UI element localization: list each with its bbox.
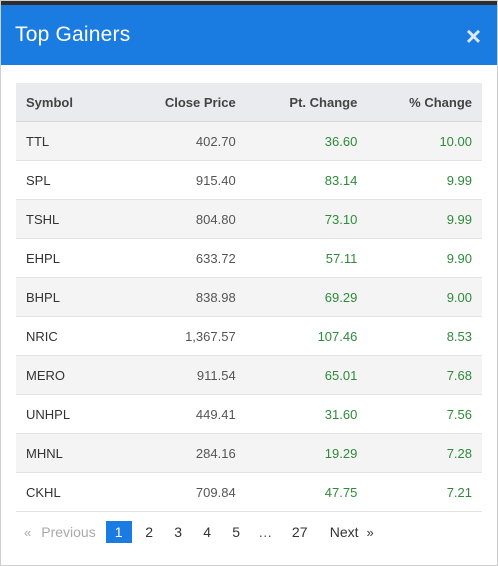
cell-pt-change: 83.14: [324, 172, 358, 188]
page-button-last[interactable]: 27: [291, 524, 308, 540]
table-row[interactable]: UNHPL 449.41 31.60 7.56: [16, 394, 482, 434]
chevron-right-icon: »: [366, 524, 374, 540]
table-body: TTL 402.70 36.60 10.00 SPL 915.40 83.14 …: [16, 121, 482, 512]
close-icon[interactable]: ×: [465, 21, 481, 51]
cell-close-price: 915.40: [195, 172, 236, 188]
cell-symbol: TSHL: [26, 211, 60, 227]
cell-symbol: UNHPL: [26, 406, 71, 422]
previous-label: Previous: [41, 524, 96, 540]
cell-symbol: TTL: [26, 133, 50, 149]
cell-pct-change: 9.00: [446, 289, 472, 305]
page-button-5[interactable]: 5: [232, 524, 241, 540]
cell-symbol: CKHL: [26, 484, 61, 500]
dialog-title: Top Gainers: [15, 23, 131, 46]
cell-close-price: 1,367.57: [185, 328, 236, 344]
cell-pt-change: 107.46: [317, 328, 358, 344]
cell-pct-change: 8.53: [446, 328, 472, 344]
page-button-2[interactable]: 2: [145, 524, 154, 540]
cell-pct-change: 10.00: [439, 133, 472, 149]
table-row[interactable]: SPL 915.40 83.14 9.99: [16, 160, 482, 200]
cell-pt-change: 47.75: [324, 484, 358, 500]
dialog-body: Symbol Close Price Pt. Change % Change T…: [1, 65, 497, 544]
gainers-table: Symbol Close Price Pt. Change % Change T…: [16, 83, 482, 512]
cell-pt-change: 36.60: [324, 133, 358, 149]
chevron-left-icon: «: [24, 524, 32, 540]
cell-pct-change: 9.99: [446, 172, 472, 188]
previous-page-button[interactable]: « Previous: [24, 524, 96, 540]
table-row[interactable]: NRIC 1,367.57 107.46 8.53: [16, 316, 482, 356]
cell-close-price: 449.41: [195, 406, 236, 422]
page-button-3[interactable]: 3: [174, 524, 183, 540]
page-button-4[interactable]: 4: [203, 524, 212, 540]
cell-close-price: 838.98: [195, 289, 236, 305]
cell-symbol: EHPL: [26, 250, 60, 266]
column-header-symbol[interactable]: Symbol: [16, 83, 120, 122]
cell-symbol: NRIC: [26, 328, 58, 344]
cell-pct-change: 7.68: [446, 367, 472, 383]
cell-pt-change: 57.11: [325, 250, 358, 266]
cell-pt-change: 31.60: [324, 406, 358, 422]
cell-pct-change: 7.28: [446, 445, 472, 461]
pagination-ellipsis: …: [258, 524, 273, 540]
table-row[interactable]: TSHL 804.80 73.10 9.99: [16, 199, 482, 239]
cell-pct-change: 7.21: [446, 484, 472, 500]
table-row[interactable]: EHPL 633.72 57.11 9.90: [16, 238, 482, 278]
column-header-pct-change[interactable]: % Change: [367, 83, 482, 122]
cell-close-price: 633.72: [195, 250, 236, 266]
cell-pct-change: 9.90: [446, 250, 472, 266]
cell-close-price: 804.80: [195, 211, 236, 227]
cell-symbol: SPL: [26, 172, 51, 188]
table-row[interactable]: BHPL 838.98 69.29 9.00: [16, 277, 482, 317]
dialog-header: Top Gainers ×: [1, 1, 497, 65]
cell-pct-change: 9.99: [446, 211, 472, 227]
column-header-pt-change[interactable]: Pt. Change: [245, 83, 368, 122]
pagination: « Previous 1 2 3 4 5 … 27 Next »: [16, 520, 481, 544]
page-button-1[interactable]: 1: [105, 521, 132, 543]
cell-pt-change: 69.29: [324, 289, 358, 305]
table-row[interactable]: MHNL 284.16 19.29 7.28: [16, 433, 482, 473]
table-row[interactable]: MERO 911.54 65.01 7.68: [16, 355, 482, 395]
cell-close-price: 284.16: [195, 445, 236, 461]
column-header-close-price[interactable]: Close Price: [120, 83, 246, 122]
next-label: Next: [329, 524, 359, 540]
cell-close-price: 709.84: [195, 484, 236, 500]
cell-close-price: 911.54: [196, 367, 236, 383]
cell-symbol: BHPL: [26, 289, 60, 305]
cell-pt-change: 73.10: [324, 211, 358, 227]
cell-pt-change: 65.01: [324, 367, 358, 383]
cell-symbol: MERO: [26, 367, 65, 383]
table-row[interactable]: CKHL 709.84 47.75 7.21: [16, 472, 482, 512]
cell-pt-change: 19.29: [324, 445, 358, 461]
cell-symbol: MHNL: [26, 445, 63, 461]
cell-pct-change: 7.56: [446, 406, 472, 422]
table-row[interactable]: TTL 402.70 36.60 10.00: [16, 121, 482, 161]
next-page-button[interactable]: Next »: [330, 524, 374, 540]
table-header-row: Symbol Close Price Pt. Change % Change: [16, 83, 482, 122]
cell-close-price: 402.70: [195, 133, 236, 149]
